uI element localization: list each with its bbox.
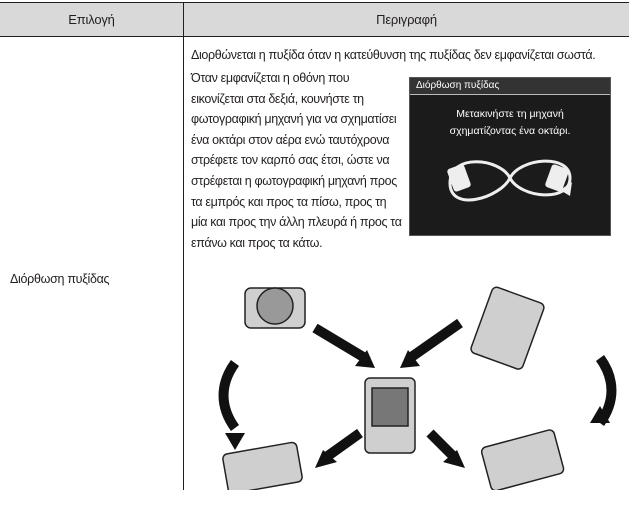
camera-screen: Διόρθωση πυξίδας Μετακινήστε τη μηχανή σ… [409, 77, 611, 236]
intro-text: Διορθώνεται η πυξίδα όταν η κατεύθυνση τ… [191, 48, 596, 62]
header-description: Περιγραφή [184, 2, 629, 37]
figure-eight-icon [447, 159, 572, 202]
column-divider [183, 2, 184, 490]
instructions: Όταν εμφανίζεται η οθόνη που εικονίζεται… [191, 71, 402, 250]
rotation-illustration [218, 286, 617, 490]
screen-message: Μετακινήστε τη μηχανή σχηματίζοντας ένα … [449, 108, 571, 137]
option-name: Διόρθωση πυξίδας [10, 272, 110, 286]
screen-title: Διόρθωση πυξίδας [410, 78, 610, 95]
header-option: Επιλογή [0, 2, 183, 37]
